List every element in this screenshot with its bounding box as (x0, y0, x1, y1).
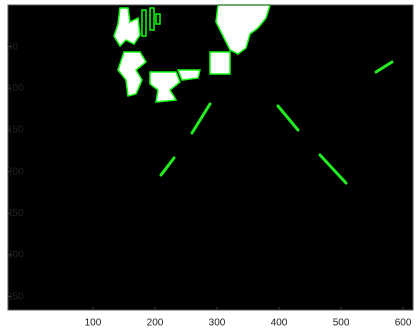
white-square (210, 52, 230, 74)
x-tick-label: 400 (271, 318, 288, 329)
y-tick-label: 300 (7, 250, 24, 261)
y-tick-label: 150 (7, 125, 24, 136)
y-tick-label: 50 (7, 41, 19, 52)
y-tick-label: 100 (7, 83, 24, 94)
y-tick-label: 250 (7, 208, 24, 219)
x-tick-label: 500 (333, 318, 350, 329)
x-tick-label: 200 (147, 318, 164, 329)
image-background (8, 5, 413, 310)
white-blob (178, 70, 200, 80)
x-tick-label: 300 (209, 318, 226, 329)
x-tick-label: 100 (85, 318, 102, 329)
figure: 100 200 300 400 500 600 50 100 150 200 250 300 350 (0, 0, 417, 332)
y-tick-label: 350 (7, 291, 24, 302)
y-tick-label: 200 (7, 166, 24, 177)
x-tick-label: 600 (395, 318, 412, 329)
image (8, 5, 413, 310)
